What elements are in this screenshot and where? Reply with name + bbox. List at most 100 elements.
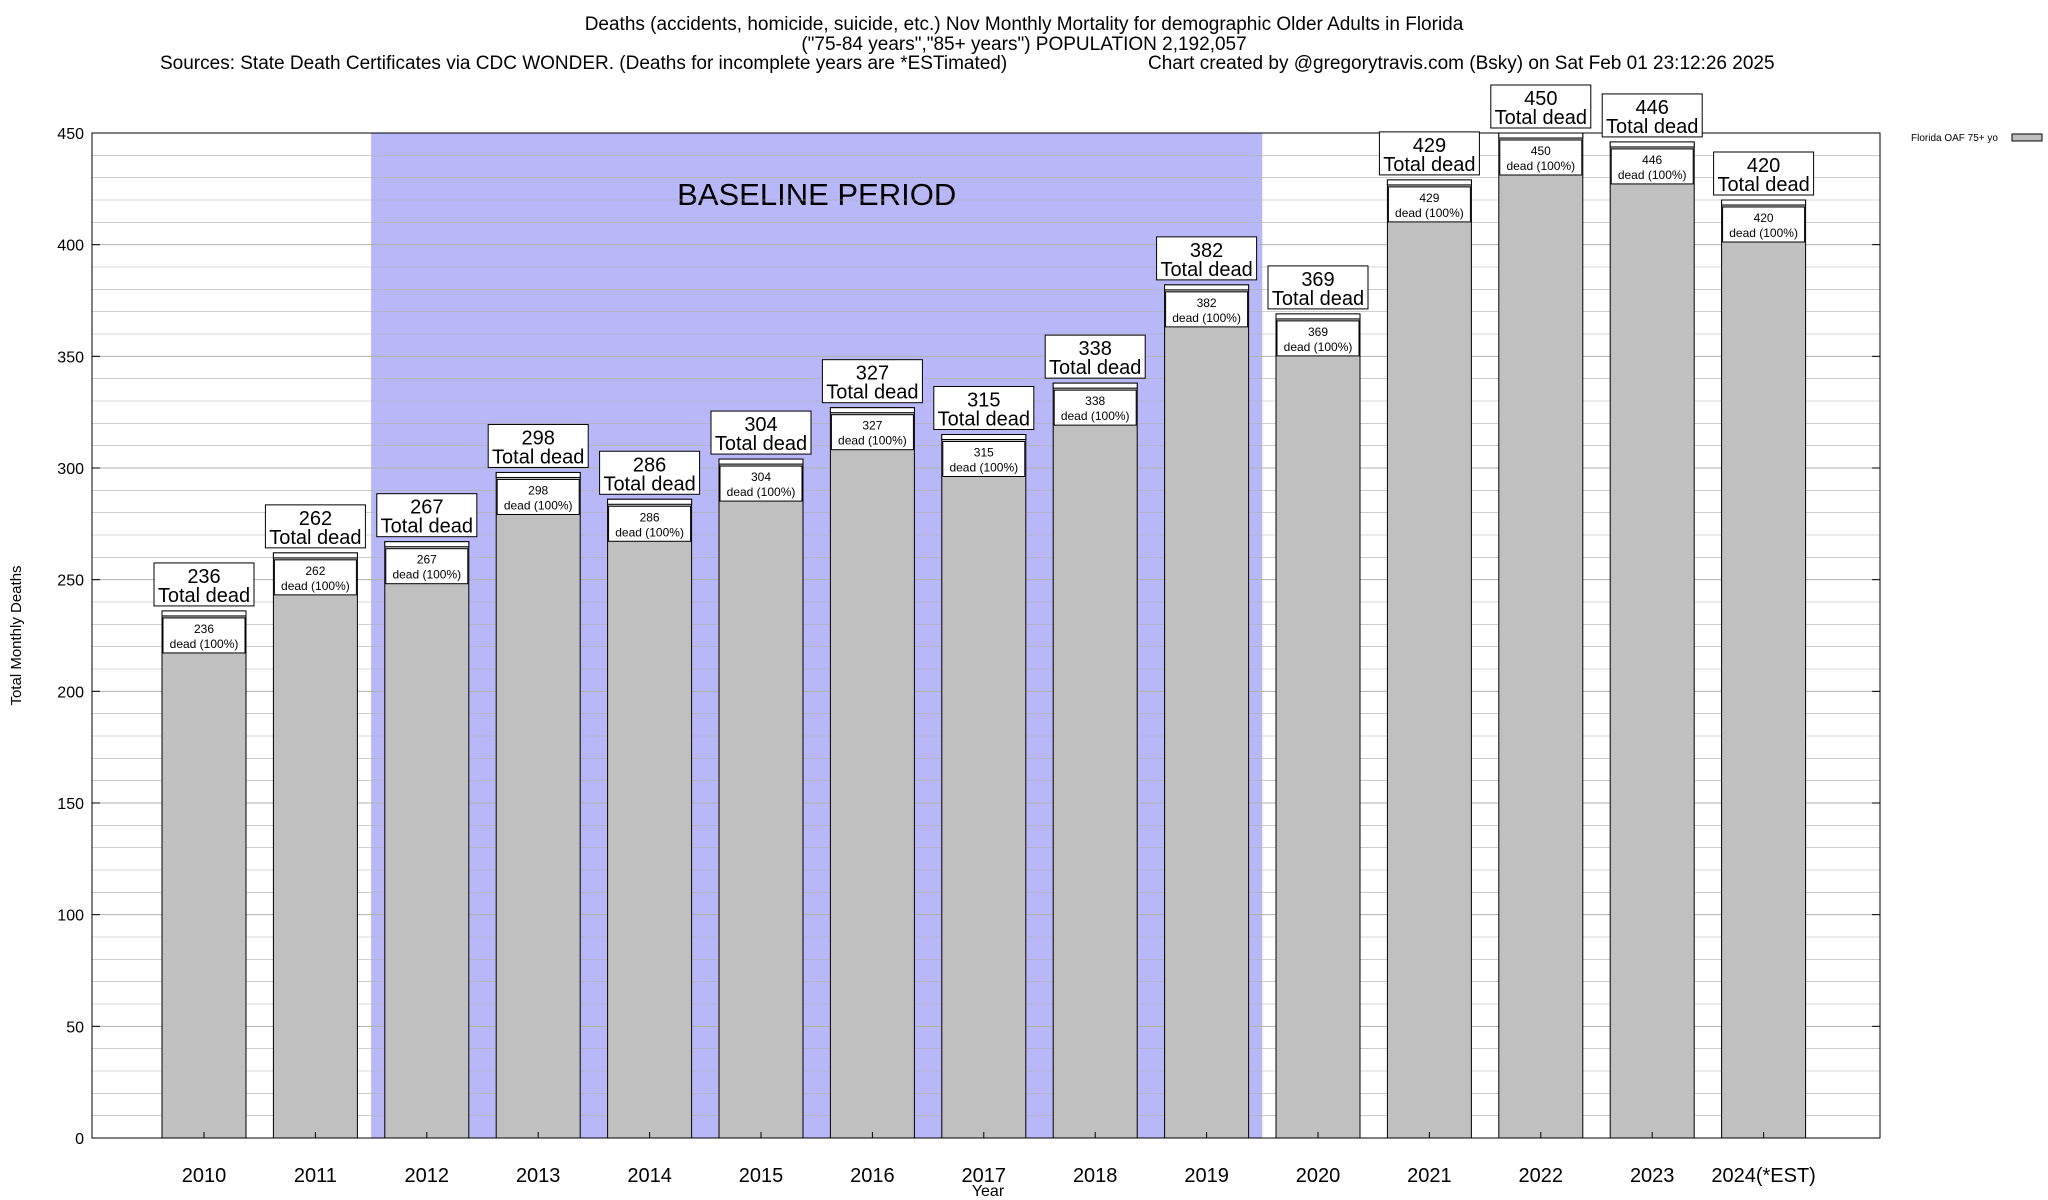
y-tick-label: 450 bbox=[57, 126, 84, 143]
x-tick-label: 2011 bbox=[294, 1165, 337, 1187]
inner-value-label: 267 bbox=[417, 553, 437, 567]
total-text-label: Total dead bbox=[1272, 288, 1364, 310]
total-label-box bbox=[821, 359, 923, 404]
total-text-label: Total dead bbox=[938, 409, 1030, 431]
total-label-box bbox=[1713, 151, 1815, 196]
x-tick-label: 2010 bbox=[182, 1165, 227, 1187]
x-tick-label: 2016 bbox=[850, 1165, 895, 1187]
total-text-label: Total dead bbox=[1383, 154, 1475, 176]
total-value-label: 369 bbox=[1301, 269, 1334, 291]
inner-percent-label: dead (100%) bbox=[1729, 226, 1798, 240]
bar-top-cap bbox=[1052, 382, 1138, 389]
inner-label-box bbox=[608, 505, 692, 542]
x-axis-label: Year bbox=[972, 1183, 1005, 1200]
total-label-box bbox=[376, 493, 478, 538]
bar-top-cap bbox=[1609, 141, 1695, 148]
total-text-label: Total dead bbox=[492, 446, 584, 468]
inner-percent-label: dead (100%) bbox=[1061, 409, 1130, 423]
bar bbox=[1609, 141, 1695, 1139]
inner-value-label: 262 bbox=[305, 564, 325, 578]
bar bbox=[384, 541, 470, 1139]
total-text-label: Total dead bbox=[1049, 357, 1141, 379]
chart-title: Deaths (accidents, homicide, suicide, et… bbox=[584, 14, 1464, 35]
total-text-label: Total dead bbox=[158, 585, 250, 607]
inner-label-box bbox=[1610, 148, 1694, 185]
inner-value-label: 298 bbox=[528, 483, 548, 497]
total-label-box bbox=[1267, 265, 1369, 310]
inner-label-box bbox=[942, 441, 1026, 477]
total-text-label: Total dead bbox=[1495, 107, 1587, 129]
inner-label-box bbox=[1165, 291, 1249, 328]
baseline-label: BASELINE PERIOD bbox=[677, 177, 956, 212]
y-tick-label: 200 bbox=[57, 684, 84, 701]
total-value-label: 429 bbox=[1413, 135, 1446, 157]
x-tick-label: 2015 bbox=[739, 1165, 784, 1187]
inner-percent-label: dead (100%) bbox=[170, 637, 239, 651]
inner-value-label: 286 bbox=[640, 510, 660, 524]
inner-value-label: 236 bbox=[194, 622, 214, 636]
total-text-label: Total dead bbox=[715, 433, 807, 455]
bar-top-cap bbox=[718, 458, 804, 465]
inner-percent-label: dead (100%) bbox=[615, 525, 684, 539]
inner-label-box bbox=[1387, 186, 1471, 223]
inner-label-box bbox=[1053, 389, 1137, 426]
x-tick-label: 2018 bbox=[1073, 1165, 1118, 1187]
bar bbox=[829, 407, 915, 1139]
y-tick-label: 400 bbox=[57, 238, 84, 255]
total-text-label: Total dead bbox=[1717, 174, 1809, 196]
bar-top-cap bbox=[1721, 199, 1807, 206]
bar-top-cap bbox=[607, 498, 693, 505]
inner-value-label: 420 bbox=[1754, 211, 1774, 225]
inner-value-label: 304 bbox=[751, 470, 771, 484]
inner-label-box bbox=[1499, 139, 1583, 176]
total-label-box bbox=[487, 423, 589, 468]
chart-sources: Sources: State Death Certificates via CD… bbox=[160, 53, 1008, 74]
total-label-box bbox=[264, 504, 366, 549]
total-value-label: 315 bbox=[967, 390, 1000, 412]
legend-label: Florida OAF 75+ yo bbox=[1911, 133, 1998, 144]
x-tick-label: 2023 bbox=[1630, 1165, 1675, 1187]
bar bbox=[1498, 132, 1584, 1139]
total-text-label: Total dead bbox=[826, 382, 918, 404]
inner-percent-label: dead (100%) bbox=[1284, 340, 1353, 354]
total-value-label: 446 bbox=[1636, 97, 1669, 119]
x-tick-label: 2021 bbox=[1407, 1165, 1452, 1187]
y-tick-label: 350 bbox=[57, 349, 84, 366]
x-tick-label: 2013 bbox=[516, 1165, 561, 1187]
inner-value-label: 315 bbox=[974, 446, 994, 460]
inner-value-label: 369 bbox=[1308, 325, 1328, 339]
total-text-label: Total dead bbox=[1160, 259, 1252, 281]
inner-value-label: 446 bbox=[1642, 153, 1662, 167]
inner-percent-label: dead (100%) bbox=[1506, 159, 1575, 173]
total-label-box bbox=[710, 410, 812, 455]
inner-value-label: 338 bbox=[1085, 394, 1105, 408]
inner-value-label: 429 bbox=[1419, 191, 1439, 205]
bar bbox=[607, 498, 693, 1139]
total-label-box bbox=[1156, 236, 1258, 281]
y-tick-label: 250 bbox=[57, 573, 84, 590]
total-value-label: 420 bbox=[1747, 155, 1780, 177]
bar bbox=[1164, 284, 1250, 1139]
total-label-box bbox=[153, 562, 255, 607]
bar-top-cap bbox=[384, 541, 470, 548]
bar bbox=[1275, 313, 1361, 1139]
total-value-label: 304 bbox=[744, 414, 777, 436]
x-tick-label: 2019 bbox=[1184, 1165, 1229, 1187]
legend-swatch bbox=[2011, 133, 2043, 142]
y-tick-label: 0 bbox=[75, 1131, 84, 1148]
bar-top-cap bbox=[161, 610, 247, 617]
inner-label-box bbox=[1276, 320, 1360, 357]
total-value-label: 236 bbox=[187, 566, 220, 588]
inner-value-label: 382 bbox=[1197, 296, 1217, 310]
total-value-label: 298 bbox=[522, 427, 555, 449]
x-tick-label: 2012 bbox=[405, 1165, 450, 1187]
bar-top-cap bbox=[1164, 284, 1250, 291]
inner-label-box bbox=[830, 414, 914, 451]
total-value-label: 262 bbox=[299, 508, 332, 530]
inner-label-box bbox=[273, 559, 357, 596]
inner-percent-label: dead (100%) bbox=[281, 579, 350, 593]
bar-top-cap bbox=[829, 407, 915, 414]
x-tick-label: 2014 bbox=[627, 1165, 672, 1187]
y-tick-label: 150 bbox=[57, 796, 84, 813]
